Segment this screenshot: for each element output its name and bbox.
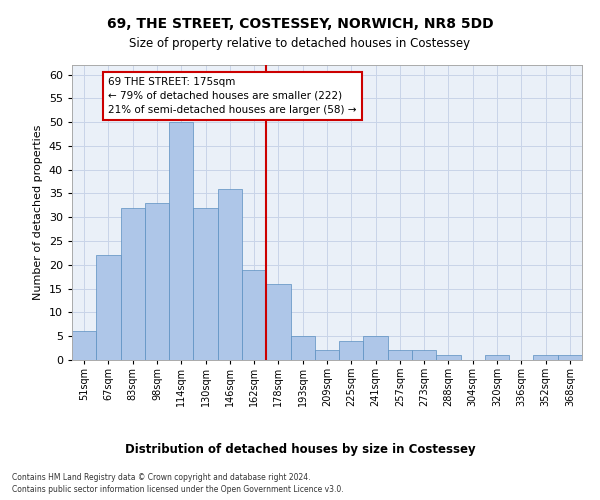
Text: 69, THE STREET, COSTESSEY, NORWICH, NR8 5DD: 69, THE STREET, COSTESSEY, NORWICH, NR8 …: [107, 18, 493, 32]
Bar: [290, 336, 315, 360]
Bar: [364, 336, 388, 360]
Bar: [72, 332, 96, 360]
Text: Contains HM Land Registry data © Crown copyright and database right 2024.: Contains HM Land Registry data © Crown c…: [12, 472, 311, 482]
Y-axis label: Number of detached properties: Number of detached properties: [33, 125, 43, 300]
Bar: [121, 208, 145, 360]
Text: Size of property relative to detached houses in Costessey: Size of property relative to detached ho…: [130, 38, 470, 51]
Bar: [558, 355, 582, 360]
Bar: [485, 355, 509, 360]
Bar: [436, 355, 461, 360]
Bar: [339, 341, 364, 360]
Bar: [218, 188, 242, 360]
Bar: [145, 203, 169, 360]
Bar: [412, 350, 436, 360]
Text: 69 THE STREET: 175sqm
← 79% of detached houses are smaller (222)
21% of semi-det: 69 THE STREET: 175sqm ← 79% of detached …: [109, 77, 357, 115]
Bar: [388, 350, 412, 360]
Bar: [533, 355, 558, 360]
Bar: [96, 256, 121, 360]
Text: Distribution of detached houses by size in Costessey: Distribution of detached houses by size …: [125, 442, 475, 456]
Bar: [266, 284, 290, 360]
Text: Contains public sector information licensed under the Open Government Licence v3: Contains public sector information licen…: [12, 485, 344, 494]
Bar: [242, 270, 266, 360]
Bar: [169, 122, 193, 360]
Bar: [315, 350, 339, 360]
Bar: [193, 208, 218, 360]
